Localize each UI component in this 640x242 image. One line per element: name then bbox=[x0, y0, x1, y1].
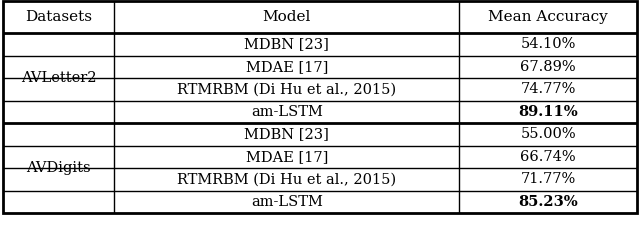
Text: MDAE [17]: MDAE [17] bbox=[246, 60, 328, 74]
Text: Datasets: Datasets bbox=[25, 10, 92, 24]
Text: AVDigits: AVDigits bbox=[26, 161, 91, 175]
Text: MDAE [17]: MDAE [17] bbox=[246, 150, 328, 164]
Bar bbox=[3, 1, 637, 213]
Text: 74.77%: 74.77% bbox=[520, 83, 576, 96]
Text: am-LSTM: am-LSTM bbox=[251, 105, 323, 119]
Text: RTMRBM (Di Hu et al., 2015): RTMRBM (Di Hu et al., 2015) bbox=[177, 83, 396, 96]
Text: 54.10%: 54.10% bbox=[520, 38, 576, 51]
Text: 71.77%: 71.77% bbox=[520, 173, 576, 186]
Text: Model: Model bbox=[262, 10, 311, 24]
Text: 67.89%: 67.89% bbox=[520, 60, 576, 74]
Text: MDBN [23]: MDBN [23] bbox=[244, 38, 329, 51]
Bar bbox=[3, 1, 637, 213]
Text: am-LSTM: am-LSTM bbox=[251, 195, 323, 209]
Text: 55.00%: 55.00% bbox=[520, 128, 576, 141]
Text: 66.74%: 66.74% bbox=[520, 150, 576, 164]
Text: MDBN [23]: MDBN [23] bbox=[244, 128, 329, 141]
Text: 89.11%: 89.11% bbox=[518, 105, 578, 119]
Text: 85.23%: 85.23% bbox=[518, 195, 578, 209]
Text: AVLetter2: AVLetter2 bbox=[21, 71, 97, 85]
Text: Mean Accuracy: Mean Accuracy bbox=[488, 10, 608, 24]
Text: RTMRBM (Di Hu et al., 2015): RTMRBM (Di Hu et al., 2015) bbox=[177, 173, 396, 186]
